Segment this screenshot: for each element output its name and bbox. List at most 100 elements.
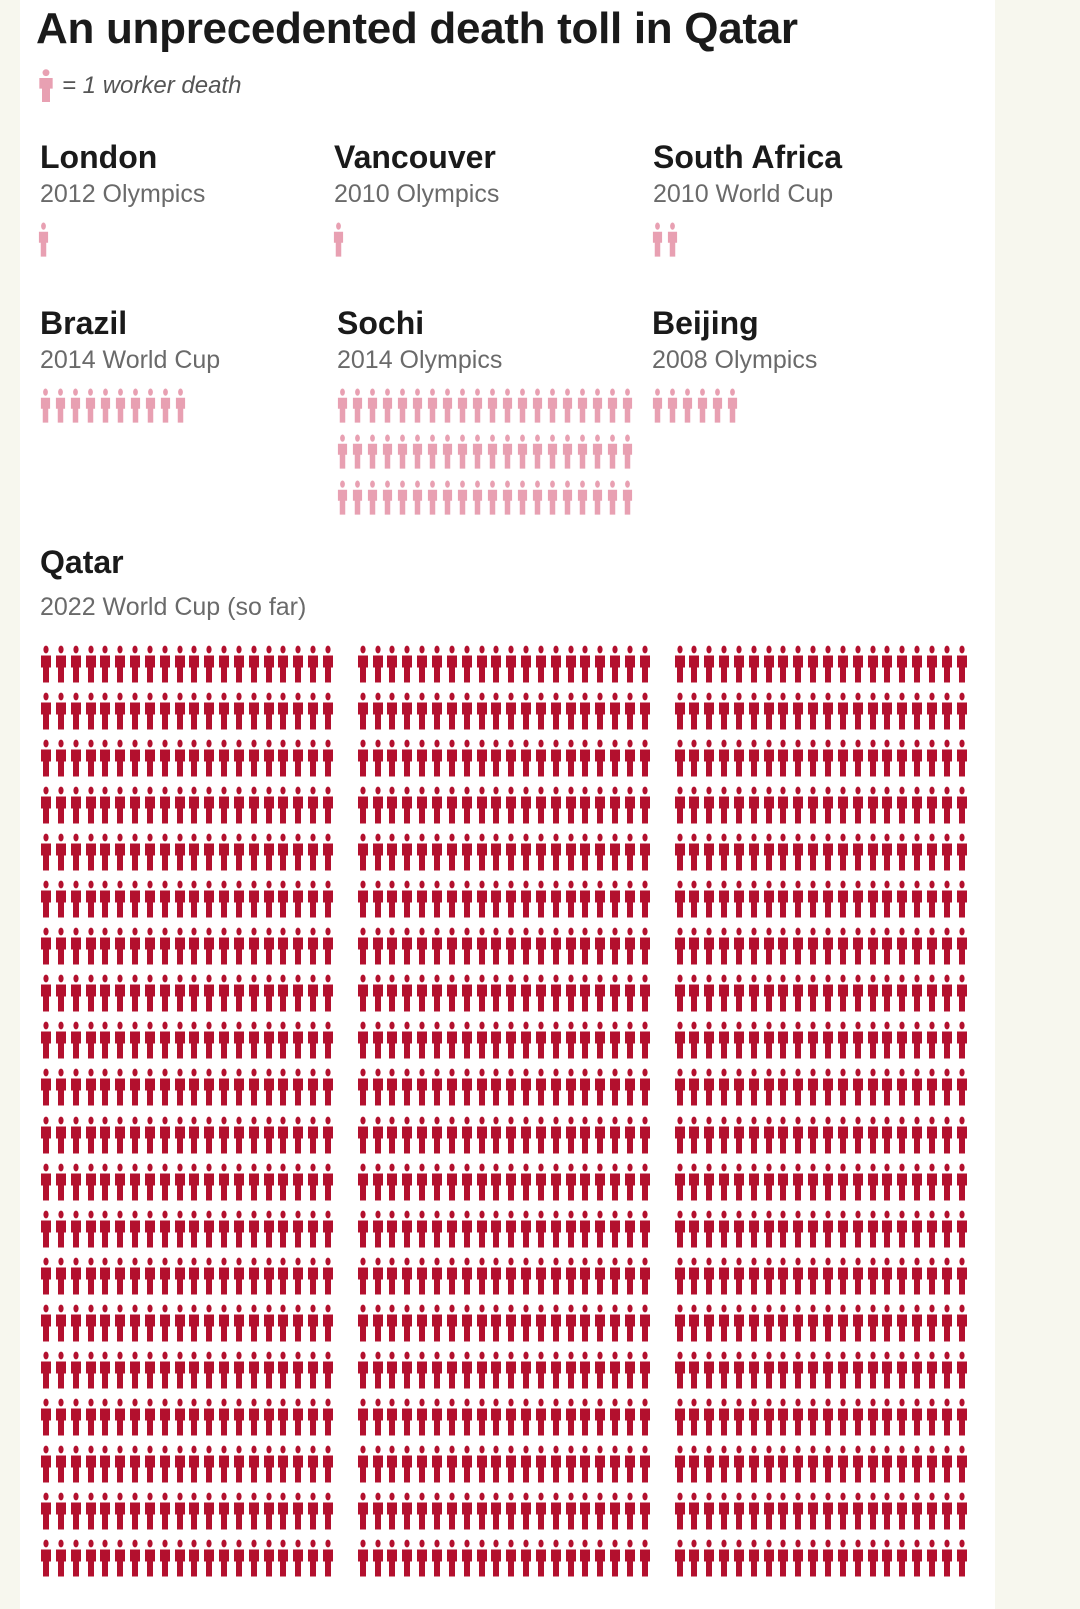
worker-figure (308, 1492, 319, 1530)
worker-figure (85, 1445, 96, 1483)
worker-figure (446, 692, 457, 730)
worker-figure (624, 1398, 635, 1436)
worker-figure (956, 692, 967, 730)
worker-figure (624, 1021, 635, 1059)
legend-label: = 1 worker death (62, 72, 242, 99)
worker-figure (144, 1445, 155, 1483)
worker-figure (55, 1445, 66, 1483)
worker-figure (852, 833, 863, 871)
worker-figure (956, 1539, 967, 1577)
worker-figure (476, 1163, 487, 1201)
worker-figure (733, 1116, 744, 1153)
worker-figure (763, 1539, 774, 1577)
worker-figure (550, 974, 561, 1012)
worker-figure (763, 1021, 774, 1059)
worker-figure (174, 1445, 185, 1483)
worker-figure (897, 645, 908, 683)
worker-figure (689, 880, 700, 918)
worker-figure (159, 645, 170, 683)
worker-figure (823, 786, 833, 824)
worker-figure (70, 833, 81, 871)
worker-figure (793, 974, 804, 1012)
worker-figure (837, 1210, 848, 1248)
worker-figure (322, 1021, 333, 1059)
worker-figure (565, 1069, 576, 1106)
worker-figure (607, 388, 618, 423)
worker-figure (387, 1398, 398, 1436)
worker-figure (941, 786, 952, 824)
worker-figure (278, 739, 289, 777)
worker-figure (926, 1210, 937, 1248)
worker-figure (387, 833, 398, 871)
worker-figure (130, 1021, 141, 1059)
pictogram-london (38, 222, 58, 262)
worker-figure (763, 1069, 774, 1106)
worker-figure (417, 1163, 428, 1201)
worker-figure (115, 786, 126, 824)
worker-figure (595, 786, 606, 824)
worker-figure (912, 645, 923, 683)
worker-figure (639, 1210, 650, 1248)
worker-figure (432, 927, 442, 965)
worker-figure (387, 1351, 398, 1389)
worker-figure (432, 880, 442, 918)
worker-figure (624, 1069, 635, 1106)
worker-figure (837, 1163, 848, 1201)
worker-figure (263, 1304, 274, 1342)
worker-figure (322, 1445, 333, 1483)
worker-figure (882, 1351, 893, 1389)
worker-figure (882, 645, 893, 683)
worker-figure (610, 786, 621, 824)
worker-figure (322, 1257, 333, 1295)
worker-figure (897, 1492, 908, 1530)
worker-figure (263, 833, 274, 871)
worker-figure (704, 974, 715, 1012)
worker-figure (100, 1445, 111, 1483)
worker-figure (432, 1539, 442, 1577)
worker-figure (823, 1539, 833, 1577)
worker-figure (867, 1069, 878, 1106)
worker-figure (639, 1445, 650, 1483)
worker-figure (926, 645, 937, 683)
worker-figure (115, 1539, 126, 1577)
worker-figure (130, 1257, 141, 1295)
worker-figure (912, 1069, 923, 1106)
worker-figure (372, 1304, 383, 1342)
worker-figure (130, 645, 141, 683)
worker-figure (595, 1398, 606, 1436)
worker-figure (189, 1257, 200, 1295)
worker-figure (248, 1398, 259, 1436)
worker-figure (308, 927, 319, 965)
worker-figure (912, 1492, 923, 1530)
worker-figure (115, 927, 126, 965)
worker-figure (387, 1445, 398, 1483)
worker-figure (610, 1445, 621, 1483)
worker-figure (778, 1492, 789, 1530)
worker-figure (204, 1539, 215, 1577)
worker-figure (580, 833, 591, 871)
worker-figure (432, 833, 442, 871)
worker-figure (293, 1163, 304, 1201)
worker-figure (233, 1351, 244, 1389)
worker-figure (941, 927, 952, 965)
worker-figure (956, 1116, 967, 1153)
worker-figure (189, 645, 200, 683)
worker-figure (535, 974, 546, 1012)
worker-figure (808, 1163, 819, 1201)
worker-figure (882, 1069, 893, 1106)
worker-figure (85, 927, 96, 965)
worker-figure (174, 1257, 185, 1295)
worker-figure (912, 1539, 923, 1577)
worker-figure (733, 1445, 744, 1483)
worker-figure (159, 1539, 170, 1577)
worker-figure (491, 927, 502, 965)
event-subtitle: 2010 Olympics (334, 180, 500, 208)
worker-figure (535, 1069, 546, 1106)
worker-figure (417, 1116, 428, 1153)
worker-figure (219, 927, 230, 965)
worker-figure (778, 927, 789, 965)
worker-figure (532, 434, 543, 469)
worker-figure (719, 1069, 730, 1106)
worker-figure (897, 927, 908, 965)
worker-figure (55, 1539, 66, 1577)
